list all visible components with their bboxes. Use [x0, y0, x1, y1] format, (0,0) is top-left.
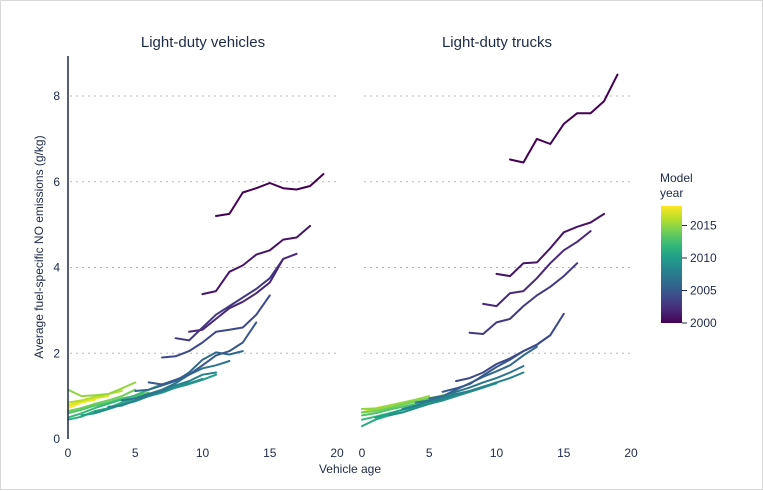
series-line-2004 — [455, 312, 565, 383]
gridlines-trucks — [364, 95, 631, 354]
panel-title-trucks: Light-duty trucks — [442, 34, 552, 51]
series-line-2008 — [401, 371, 525, 410]
legend-title-line1: Model — [660, 171, 693, 185]
panel-light-duty-vehicles: Light-duty vehicles 0 2 4 6 8 0 5 10 15 20 — [53, 34, 344, 460]
series-line-2001 — [201, 224, 312, 296]
series-line-2000 — [215, 173, 325, 217]
series-line-2007 — [414, 365, 525, 404]
x-tick-label-10: 10 — [490, 446, 504, 460]
y-tick-label-8: 8 — [53, 89, 60, 103]
series-line-2001 — [495, 212, 606, 278]
x-tick-label-15: 15 — [263, 446, 277, 460]
x-tick-label-0: 0 — [359, 446, 366, 460]
series-line-2006 — [428, 345, 538, 400]
series-line-2003 — [468, 262, 579, 335]
model-year-legend: Model year 2015 2010 2005 2000 — [660, 171, 717, 330]
series-line-2014 — [67, 388, 137, 413]
x-tick-label-10: 10 — [196, 446, 210, 460]
x-tick-label-20: 20 — [624, 446, 638, 460]
legend-tick-label-2005: 2005 — [690, 284, 717, 298]
series-line-2015 — [361, 395, 431, 410]
series-line-2015 — [67, 381, 137, 398]
panel-light-duty-trucks: Light-duty trucks 0 5 10 15 20 — [359, 34, 638, 460]
series-line-2000 — [509, 73, 619, 164]
legend-colorbar — [661, 206, 682, 323]
series-line-2004 — [161, 294, 271, 359]
x-tick-label-0: 0 — [65, 446, 72, 460]
series-lines-vehicles — [67, 173, 325, 421]
series-line-2007 — [120, 360, 231, 402]
y-tick-label-0: 0 — [53, 432, 60, 446]
y-axis-label: Average fuel-specific NO emissions (g/kg… — [32, 135, 46, 358]
x-tick-label-20: 20 — [330, 446, 344, 460]
y-tick-label-6: 6 — [53, 175, 60, 189]
series-line-2002 — [482, 230, 592, 308]
x-tick-label-5: 5 — [426, 446, 433, 460]
series-lines-trucks — [361, 73, 619, 428]
series-line-2002 — [188, 252, 298, 333]
series-line-2003 — [174, 257, 285, 342]
y-tick-labels-vehicles: 0 2 4 6 8 — [53, 89, 60, 446]
legend-title-line2: year — [660, 186, 683, 200]
legend-tick-label-2000: 2000 — [690, 316, 717, 330]
gridlines-vehicles — [70, 95, 337, 354]
legend-tick-labels: 2015 2010 2005 2000 — [682, 219, 717, 330]
x-tick-labels-trucks: 0 5 10 15 20 — [359, 446, 638, 460]
x-tick-label-5: 5 — [132, 446, 139, 460]
series-line-2008 — [107, 371, 217, 408]
series-line-2005 — [147, 321, 258, 386]
panel-title-vehicles: Light-duty vehicles — [141, 34, 265, 51]
y-tick-label-2: 2 — [53, 346, 60, 360]
legend-tick-label-2015: 2015 — [690, 219, 717, 233]
legend-tick-label-2010: 2010 — [690, 251, 717, 265]
x-tick-label-15: 15 — [557, 446, 571, 460]
x-tick-labels-vehicles: 0 5 10 15 20 — [65, 446, 344, 460]
y-tick-label-4: 4 — [53, 261, 60, 275]
series-line-2018 — [67, 398, 96, 410]
x-axis-label: Vehicle age — [319, 462, 381, 476]
series-line-2017 — [67, 395, 110, 407]
series-line-2006 — [134, 350, 244, 392]
